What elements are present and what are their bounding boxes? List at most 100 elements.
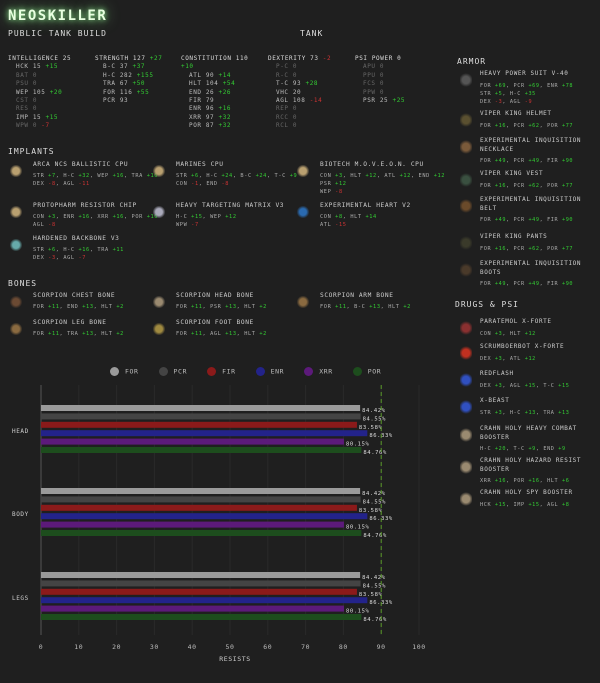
stat-bonus: +10 — [181, 63, 194, 71]
substat-row: BAT 0 — [8, 72, 94, 80]
effect-sep: , — [502, 409, 510, 416]
effect-value: +62 — [528, 182, 540, 189]
substat-bonus: +32 — [218, 113, 232, 121]
effect-value: +11 — [191, 304, 203, 310]
drug-item: CRAHN HOLY HAZARD RESIST BOOSTER XRR +16,… — [460, 457, 595, 485]
effect-value: +90 — [561, 158, 574, 164]
substat-row: CST 0 — [8, 97, 94, 105]
stat-name: STRENGTH 127 — [95, 55, 150, 62]
legend-swatch — [352, 367, 362, 376]
effect-line: FOR +11, B-C +13, HLT +2 — [320, 303, 447, 311]
item-effects: HCK +15, IMP +15, AGL +8 — [480, 501, 595, 509]
chip-icon — [10, 206, 22, 218]
drug-item: SCRUMBOERBOT X-FORTE DEX +3, ATL +12 — [460, 343, 595, 363]
effect-stat: PCR — [513, 245, 529, 252]
effect-line: STR +5, H-C +35 — [480, 90, 595, 98]
armor-heading: ARMOR — [457, 57, 487, 66]
effect-value: +12 — [399, 173, 411, 179]
effect-line: FOR +11, END +13, HLT +2 — [33, 303, 160, 311]
substat-value: WEP 105 — [16, 88, 50, 96]
item-effects: FOR +16, PCR +62, POR +77 — [480, 122, 595, 130]
substat-row: APU 0 — [355, 63, 441, 71]
effect-sep: , — [502, 90, 510, 97]
substat-value: B-C 37 — [103, 63, 133, 71]
stat-heading: DEXTERITY 73 -2 — [268, 55, 354, 63]
psi-booster-icon — [460, 460, 472, 474]
effect-stat: PCR — [513, 182, 529, 189]
armor-item: EXPERIMENTAL INQUISITION BELT FOR +49, PC… — [460, 196, 595, 224]
effect-value: +9 — [528, 446, 536, 452]
category-label: HEAD — [12, 428, 29, 435]
effect-stat: DEX — [33, 255, 49, 261]
stat-column: STRENGTH 127 +27 B-C 37 +37 H-C 282 +155 TR… — [95, 55, 181, 105]
substat-bonus: +20 — [49, 88, 63, 96]
effect-stat: AGL — [63, 181, 79, 187]
effect-line: H-C +20, T-C +9, END +9 — [480, 445, 595, 453]
effect-sep: , — [59, 304, 68, 310]
item-name: PROTOPHARM RESISTOR CHIP — [33, 202, 137, 209]
effect-sep: , — [410, 173, 419, 179]
effect-line: PSR +12 — [320, 180, 447, 188]
effect-sep: , — [506, 245, 514, 252]
substat-value: TRA 67 — [103, 80, 133, 88]
effect-sep: , — [55, 181, 64, 187]
substat-value: APU 0 — [363, 63, 385, 71]
effect-value: +49 — [528, 281, 540, 287]
effect-value: +3 — [494, 355, 503, 362]
substat-value: ATL 90 — [189, 71, 219, 79]
effect-value: +20 — [494, 446, 507, 452]
substat-value: PPW 0 — [363, 88, 385, 96]
substat-bonus: +16 — [218, 105, 232, 113]
effect-stat: PSR — [320, 181, 336, 187]
bones-heading: BONES — [8, 279, 38, 288]
effect-value: +2 — [259, 331, 267, 337]
x-tick-label: 0 — [39, 643, 44, 651]
effect-stat: B-C — [354, 304, 370, 310]
cpu-chip-icon — [10, 165, 22, 177]
effect-sep: , — [539, 158, 548, 164]
effect-sep: , — [342, 214, 351, 220]
category-label: BODY — [12, 511, 29, 518]
effect-line: H-C +15, WEP +12 — [176, 213, 303, 221]
bone-item: SCORPION FOOT BONE FOR +11, AGL +13, HLT … — [153, 319, 303, 338]
bar-xrr — [41, 521, 344, 528]
effect-stat: H-C — [480, 446, 495, 452]
item-name: SCORPION FOOT BONE — [176, 319, 254, 326]
bar-fir — [41, 588, 357, 595]
pants-icon — [460, 236, 472, 250]
effect-value: +24 — [221, 173, 233, 179]
effect-value: -3 — [494, 98, 503, 105]
stat-name: DEXTERITY 73 — [268, 55, 323, 62]
effect-stat: T-C — [513, 446, 529, 452]
effect-stat: AGL — [509, 98, 525, 105]
item-name: HEAVY POWER SUIT V-40 — [480, 70, 569, 77]
effect-sep: , — [346, 304, 355, 310]
substat-value: ENR 96 — [189, 105, 219, 113]
effect-stat: POR — [513, 478, 529, 484]
effect-value: +13 — [225, 331, 237, 337]
bar-pcr — [41, 413, 361, 420]
effect-stat: CON — [33, 214, 49, 220]
effect-sep: , — [202, 304, 211, 310]
effect-value: -3 — [48, 255, 56, 261]
effect-stat: H-C — [63, 247, 79, 253]
effect-sep: , — [506, 182, 514, 189]
effect-line: AGL -8 — [33, 221, 160, 229]
effect-sep: , — [539, 245, 548, 252]
substat-value: FCS 0 — [363, 80, 385, 88]
bar-enr — [41, 430, 368, 437]
effect-sep: , — [502, 382, 510, 389]
effect-stat: FOR — [480, 158, 495, 164]
substat-bonus: -7 — [41, 122, 50, 130]
effect-stat: FOR — [33, 331, 49, 337]
effect-value: +15 — [494, 501, 507, 508]
bone-item: SCORPION ARM BONE FOR +11, B-C +13, HLT +… — [297, 292, 447, 311]
foot-bone-icon — [153, 323, 165, 335]
effect-value: +69 — [528, 82, 540, 89]
effect-value: +49 — [494, 158, 507, 164]
substat-row: POR 87 +32 — [181, 122, 267, 130]
effect-line: FOR +16, PCR +62, POR +77 — [480, 182, 595, 190]
x-tick-label: 30 — [150, 643, 159, 651]
arm-bone-icon — [297, 296, 309, 308]
effect-stat: FIR — [547, 217, 562, 223]
